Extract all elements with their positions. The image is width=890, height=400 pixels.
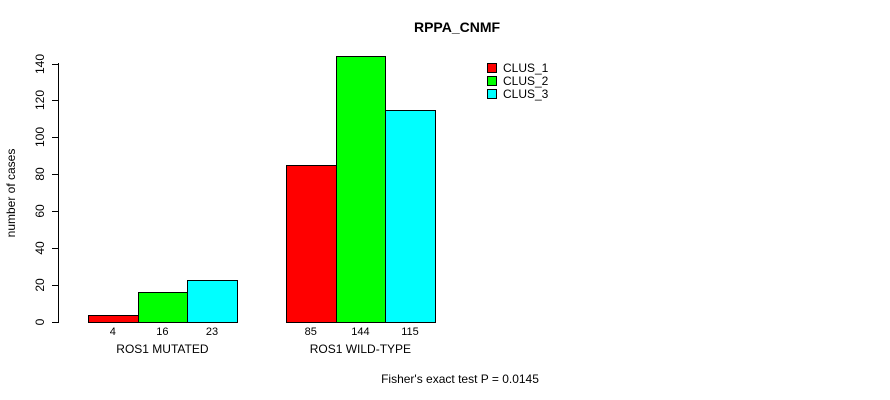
x-category-label: ROS1 WILD-TYPE [309, 342, 412, 356]
y-tick-label: 100 [33, 126, 47, 148]
bar-clus_1 [286, 165, 337, 323]
bar-value-label: 115 [401, 326, 419, 338]
bar-clus_3 [385, 110, 436, 323]
y-tick-mark [52, 137, 58, 138]
annotation-text: Fisher's exact test P = 0.0145 [381, 372, 539, 386]
bar-value-label: 85 [304, 326, 317, 338]
bar-value-label: 4 [109, 326, 116, 338]
chart-title: RPPA_CNMF [413, 19, 501, 35]
legend-swatch [487, 75, 497, 86]
legend: CLUS_1 CLUS_2 CLUS_3 [487, 60, 549, 101]
y-tick-mark [52, 64, 58, 65]
bar-value-label: 23 [205, 326, 219, 338]
y-tick-label: 80 [33, 167, 47, 181]
legend-swatch [487, 88, 497, 99]
legend-label: CLUS_2 [503, 73, 549, 88]
bar-value-label: 16 [156, 326, 169, 338]
y-tick-mark [52, 285, 58, 286]
bar-clus_2 [137, 292, 189, 323]
y-tick-label: 60 [33, 204, 47, 218]
x-category-label: ROS1 MUTATED [116, 342, 209, 356]
y-tick-mark [52, 211, 58, 212]
legend-item: CLUS_3 [487, 86, 549, 101]
bar-clus_3 [187, 280, 238, 323]
bar-value-label: 144 [351, 326, 370, 338]
bar-clus_2 [335, 56, 387, 323]
legend-item: CLUS_1 [487, 60, 549, 75]
bar-clus_1 [88, 315, 139, 323]
y-axis-line [58, 63, 59, 323]
legend-swatch [487, 62, 497, 73]
y-tick-label: 140 [33, 53, 47, 75]
y-tick-mark [52, 322, 58, 323]
y-tick-mark [52, 174, 58, 175]
y-tick-label: 120 [33, 89, 47, 111]
legend-label: CLUS_3 [503, 86, 549, 101]
y-tick-label: 20 [33, 278, 47, 292]
y-tick-mark [52, 100, 58, 101]
y-tick-label: 0 [33, 318, 47, 326]
y-axis-title: number of cases [4, 148, 18, 238]
legend-label: CLUS_1 [503, 60, 549, 75]
y-tick-label: 40 [33, 241, 47, 255]
legend-item: CLUS_2 [487, 73, 549, 88]
y-tick-mark [52, 248, 58, 249]
